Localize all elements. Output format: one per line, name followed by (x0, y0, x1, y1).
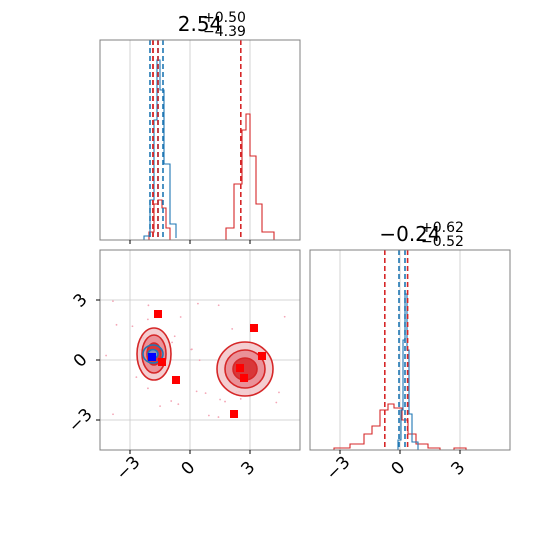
sample-point (147, 304, 150, 307)
sample-point (171, 341, 173, 344)
panel-frame (309, 249, 511, 451)
joint-panel: −3 −3 0 0 3 3 (65, 249, 301, 485)
x-tick-label: −3 (113, 453, 145, 485)
sample-point (112, 413, 114, 416)
marker-red (250, 324, 258, 332)
sample-point (239, 397, 242, 400)
marker-red (230, 410, 238, 418)
sample-point (217, 304, 220, 307)
sample-point (135, 376, 138, 379)
sample-point (170, 400, 173, 402)
title-param-1-upper: +0.50 (203, 10, 246, 26)
sample-point (112, 300, 114, 303)
y-tick-label: 0 (70, 350, 92, 372)
sample-point (195, 390, 198, 393)
sample-point (198, 359, 201, 362)
y-tick-label: −3 (65, 405, 97, 437)
sample-point (159, 405, 161, 408)
marker-red (240, 374, 248, 382)
sample-point (105, 354, 108, 357)
sample-point (278, 391, 280, 394)
histogram-blue (390, 293, 419, 451)
sample-point (197, 302, 199, 305)
marginal-x-panel (99, 39, 301, 244)
x-tick-label: −3 (323, 453, 355, 485)
histogram-red (310, 403, 467, 451)
title-param-2-lower: −0.52 (421, 234, 464, 250)
sample-point (146, 318, 149, 321)
sample-point (131, 325, 134, 328)
sample-point (147, 387, 149, 390)
title-param-2: −0.24 (379, 222, 440, 246)
sample-point (231, 328, 234, 330)
title-param-1-lower: −4.39 (203, 24, 246, 40)
sample-point (204, 392, 207, 395)
histogram-red (148, 113, 275, 241)
sample-point (177, 403, 180, 406)
sample-point (190, 348, 193, 351)
x-tick-label: 3 (238, 458, 260, 480)
sample-point (173, 335, 176, 338)
marginal-y-panel: −3 0 3 (309, 249, 511, 485)
x-tick-label: 3 (448, 458, 470, 480)
panel-frame (99, 249, 301, 451)
marker-red (236, 364, 244, 372)
marker-red (154, 310, 162, 318)
marker-blue (148, 353, 156, 361)
sample-point (275, 401, 278, 404)
sample-point (207, 414, 210, 417)
sample-point (224, 400, 226, 403)
sample-point (283, 315, 286, 318)
contour-blue (142, 344, 164, 364)
sample-point (217, 416, 220, 418)
marker-red (158, 358, 166, 366)
marker-red (172, 376, 180, 384)
y-tick-label: 3 (70, 290, 92, 312)
panel-frame (99, 39, 301, 241)
sample-point (179, 316, 182, 318)
histogram-blue (143, 59, 177, 240)
title-param-2-upper: +0.62 (421, 220, 464, 236)
sample-point (115, 323, 118, 326)
x-tick-label: 0 (388, 458, 410, 480)
title-param-1: 2.54 (178, 12, 223, 36)
sample-point (219, 398, 221, 401)
x-tick-label: 0 (178, 458, 200, 480)
marker-red (258, 352, 266, 360)
